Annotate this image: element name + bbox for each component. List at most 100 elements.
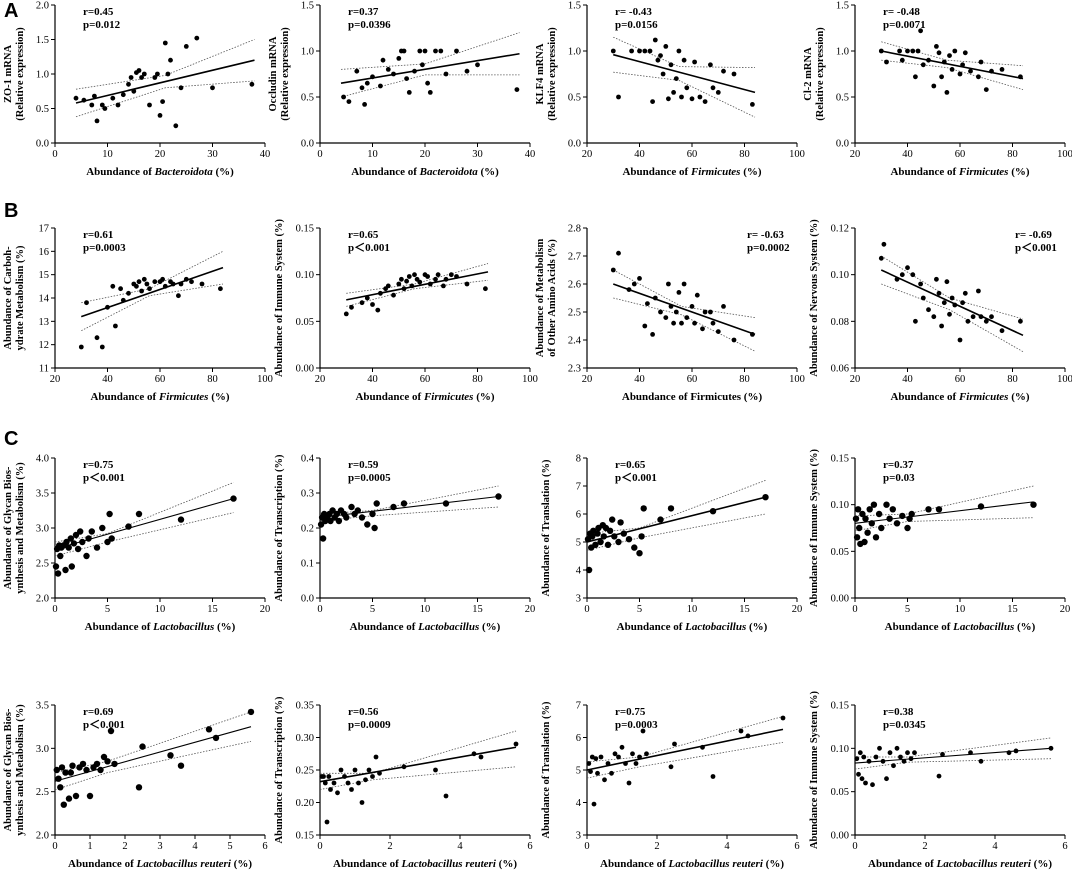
x-axis-label-part: (%) bbox=[1008, 166, 1029, 178]
x-axis-label-part: Abundance of bbox=[90, 391, 158, 403]
p-value-label: p＜0.001 bbox=[83, 719, 125, 731]
y-tick-label: 0.15 bbox=[296, 831, 314, 842]
data-point bbox=[104, 758, 111, 765]
data-point bbox=[968, 750, 973, 756]
data-point bbox=[625, 536, 633, 543]
data-point bbox=[141, 71, 147, 77]
data-point bbox=[898, 754, 903, 760]
data-point bbox=[435, 272, 441, 278]
x-tick-label: 15 bbox=[472, 604, 483, 615]
ci-band-lower bbox=[81, 283, 224, 332]
x-tick-label: 20 bbox=[525, 604, 536, 615]
x-tick-label: 80 bbox=[472, 374, 483, 385]
data-point bbox=[708, 62, 713, 68]
data-point bbox=[79, 760, 87, 768]
data-point bbox=[72, 792, 80, 800]
data-point bbox=[870, 782, 875, 788]
ci-band-upper bbox=[340, 32, 520, 70]
data-point bbox=[454, 48, 459, 54]
data-point bbox=[920, 295, 926, 301]
data-point bbox=[417, 48, 423, 54]
data-point bbox=[962, 50, 968, 56]
data-point bbox=[859, 510, 866, 518]
x-tick-label: 40 bbox=[525, 149, 536, 160]
data-point bbox=[110, 283, 116, 289]
regression-line bbox=[319, 495, 499, 519]
data-point bbox=[70, 540, 78, 547]
p-value-label: p=0.0002 bbox=[747, 242, 790, 254]
x-tick-label: 100 bbox=[257, 374, 273, 385]
data-point bbox=[377, 770, 382, 776]
data-point bbox=[113, 323, 118, 329]
data-point bbox=[731, 337, 737, 343]
data-point bbox=[862, 515, 869, 522]
y-tick-label: 4.0 bbox=[36, 454, 49, 465]
y-tick-label: 4 bbox=[576, 798, 582, 809]
data-point bbox=[136, 68, 142, 73]
data-point bbox=[373, 500, 380, 507]
data-point bbox=[667, 505, 675, 512]
data-point bbox=[934, 276, 939, 282]
x-tick-label: 80 bbox=[207, 374, 218, 385]
data-point bbox=[443, 71, 449, 77]
y-tick-label: 1.0 bbox=[36, 70, 49, 81]
data-point bbox=[120, 297, 126, 303]
x-tick-label: 20 bbox=[792, 604, 803, 615]
x-tick-label: 0 bbox=[584, 604, 589, 615]
data-point bbox=[633, 761, 639, 766]
data-point bbox=[205, 726, 213, 733]
data-point bbox=[870, 501, 878, 508]
data-point bbox=[872, 534, 880, 541]
y-tick-label: 2.0 bbox=[36, 831, 49, 842]
data-point bbox=[147, 286, 152, 292]
regression-line bbox=[586, 728, 784, 771]
data-point bbox=[370, 74, 375, 80]
data-point bbox=[401, 764, 407, 770]
p-value-label: p＜0.001 bbox=[615, 472, 657, 484]
data-point bbox=[81, 97, 87, 103]
data-point bbox=[671, 320, 676, 326]
regression-line bbox=[80, 266, 224, 318]
data-point bbox=[689, 304, 695, 309]
x-tick-label: 4 bbox=[724, 841, 730, 852]
ci-band-lower bbox=[881, 283, 1024, 353]
data-point bbox=[210, 85, 215, 91]
r-value-label: r=0.45 bbox=[83, 6, 114, 18]
data-point bbox=[420, 62, 425, 68]
x-axis-label-part: (%) bbox=[1031, 858, 1052, 870]
data-point bbox=[684, 315, 690, 320]
y-axis-label-line: ydrate Metabolism (%) bbox=[15, 245, 26, 350]
data-point bbox=[160, 276, 166, 282]
data-point bbox=[936, 773, 942, 779]
regression-line bbox=[346, 271, 489, 301]
data-point bbox=[399, 276, 404, 282]
y-tick-label: 0.20 bbox=[296, 798, 314, 809]
x-axis-label: Abundance of Lactobacillus (%) bbox=[885, 621, 1036, 633]
x-tick-label: 4 bbox=[457, 841, 463, 852]
data-point bbox=[593, 756, 599, 761]
data-point bbox=[441, 283, 446, 289]
data-point bbox=[989, 68, 994, 74]
data-point bbox=[422, 48, 428, 54]
data-point bbox=[1018, 318, 1023, 324]
data-point bbox=[970, 314, 976, 320]
y-tick-label: 2.8 bbox=[568, 224, 581, 235]
ci-band-lower bbox=[613, 297, 756, 352]
data-point bbox=[93, 544, 101, 551]
data-point bbox=[118, 286, 123, 292]
data-point bbox=[400, 500, 408, 507]
x-tick-label: 20 bbox=[155, 149, 166, 160]
y-axis-label: Cl-2 mRNA(Relative expression) bbox=[803, 27, 826, 121]
data-point bbox=[115, 102, 121, 108]
data-point bbox=[936, 50, 942, 56]
y-tick-label: 0.25 bbox=[296, 766, 314, 777]
data-point bbox=[67, 535, 75, 542]
y-tick-label: 3.0 bbox=[36, 524, 49, 535]
data-point bbox=[406, 90, 412, 95]
data-point bbox=[941, 300, 947, 306]
data-point bbox=[62, 769, 69, 776]
x-tick-label: 10 bbox=[102, 149, 113, 160]
x-tick-label: 40 bbox=[634, 374, 645, 385]
x-tick-label: 40 bbox=[902, 374, 913, 385]
